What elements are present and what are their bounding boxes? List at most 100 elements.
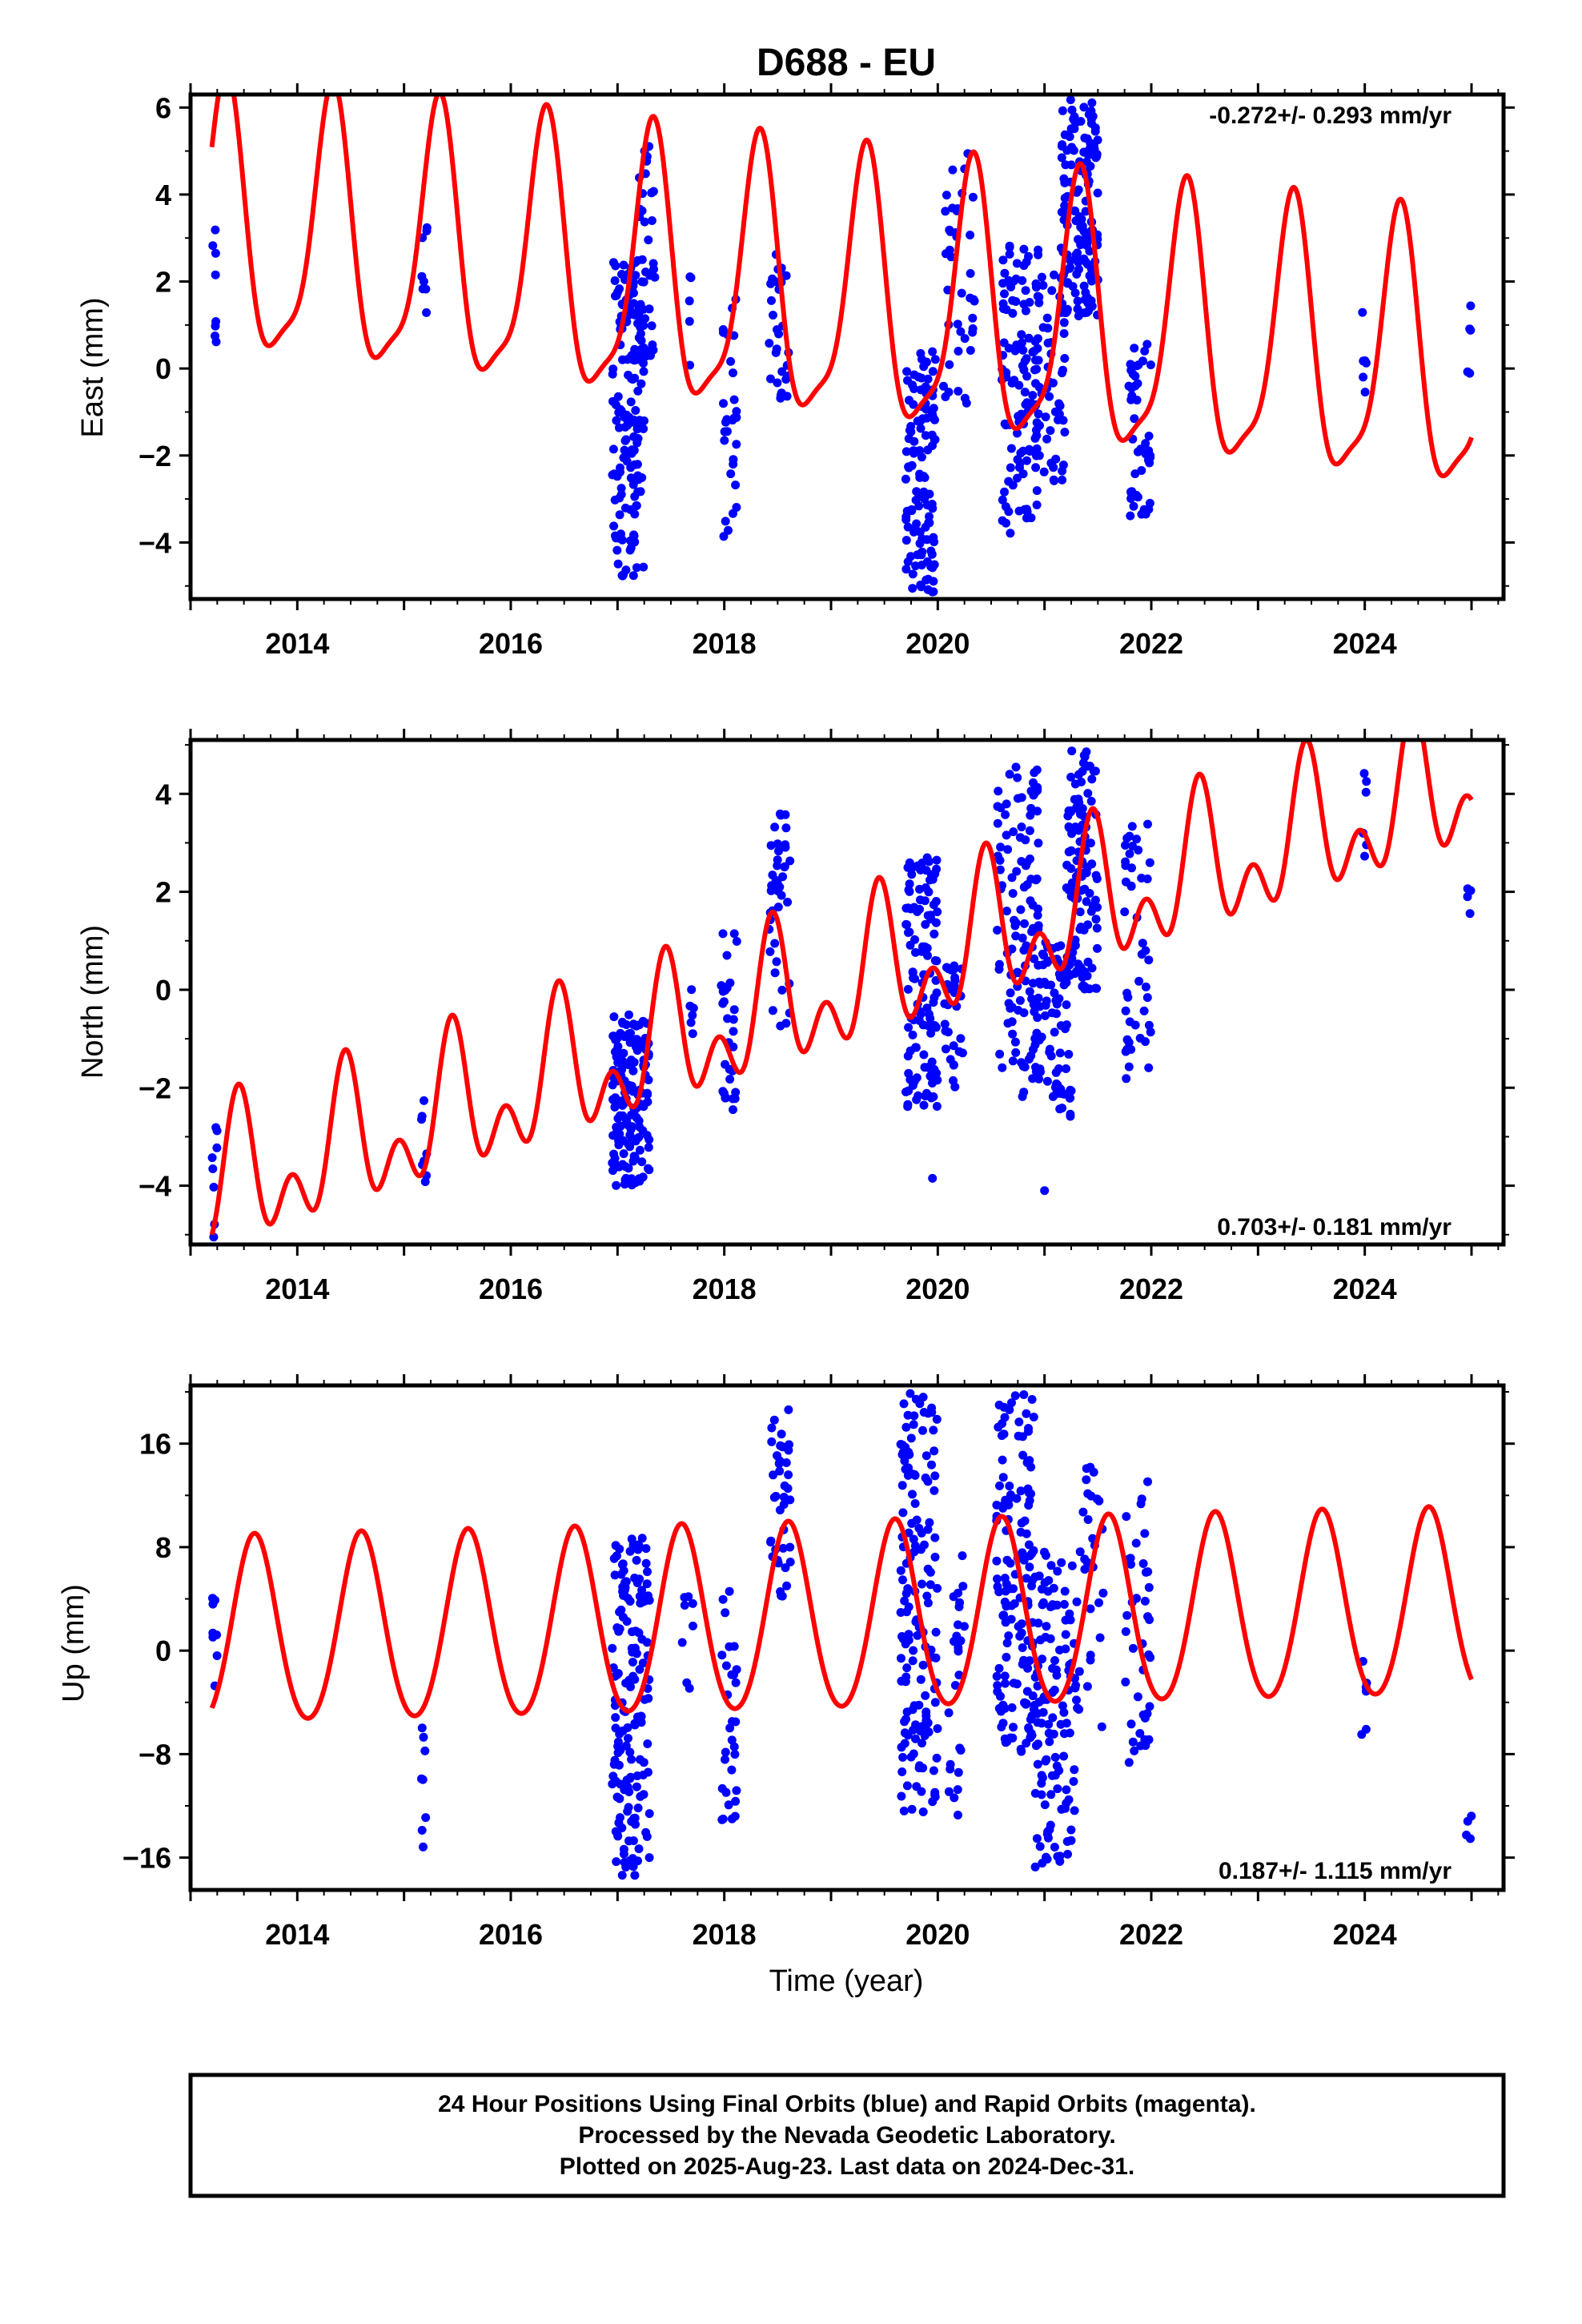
east-data-point (1034, 250, 1043, 259)
east-data-point (731, 480, 741, 490)
north-data-point (901, 919, 911, 929)
east-data-point (1086, 139, 1095, 148)
east-data-point (1091, 153, 1101, 163)
up-data-point (721, 1661, 731, 1671)
north-data-point (1017, 793, 1026, 802)
north-data-point (612, 1180, 621, 1190)
east-ytick-label: −2 (139, 440, 171, 472)
up-data-point (1006, 1733, 1015, 1743)
up-data-point (632, 1771, 642, 1780)
east-data-point (1124, 381, 1134, 391)
north-data-point (1463, 884, 1472, 894)
up-data-point (930, 1446, 939, 1456)
north-data-point (1042, 958, 1052, 967)
east-data-point (1073, 296, 1082, 306)
up-data-point (1074, 1667, 1084, 1676)
up-data-point (909, 1547, 919, 1557)
up-data-point (1002, 1638, 1012, 1648)
north-data-point (1146, 1027, 1155, 1037)
east-data-point (613, 392, 623, 401)
north-data-point (772, 957, 781, 967)
up-data-point (908, 1490, 917, 1499)
up-data-point (732, 1786, 741, 1795)
north-data-point (644, 1135, 654, 1144)
north-data-point (1139, 1006, 1149, 1015)
north-data-point (608, 1131, 618, 1140)
east-data-point (616, 463, 624, 472)
up-data-point (1097, 1722, 1106, 1731)
up-data-point (1027, 1581, 1036, 1590)
east-data-point (608, 364, 618, 374)
north-data-point (921, 919, 930, 929)
north-data-point (1134, 976, 1144, 986)
north-data-point (903, 1100, 913, 1109)
north-data-point (613, 1099, 623, 1108)
chart-title: D688 - EU (757, 42, 936, 84)
north-data-point (729, 1105, 737, 1115)
up-data-point (636, 1755, 644, 1764)
east-data-point (1050, 270, 1058, 279)
up-data-point (628, 1854, 637, 1864)
north-data-point (1025, 826, 1034, 835)
up-data-point (919, 1408, 929, 1417)
up-rate: 0.187+/- 1.115 mm/yr (1219, 1858, 1452, 1884)
up-data-point (613, 1669, 623, 1679)
up-data-point (634, 1844, 644, 1854)
east-data-point (1358, 308, 1367, 317)
east-data-point (620, 445, 629, 455)
up-data-point (782, 1581, 792, 1590)
north-data-point (688, 1011, 697, 1020)
east-data-point (211, 248, 220, 258)
north-data-point (1020, 919, 1029, 928)
east-data-point (1031, 283, 1041, 292)
up-data-point (208, 1599, 218, 1609)
east-data-point (1000, 268, 1010, 278)
east-data-point (629, 530, 638, 540)
east-data-point (968, 192, 978, 202)
up-data-point (1075, 1547, 1085, 1557)
up-data-point (630, 1719, 640, 1728)
up-data-point (1467, 1811, 1476, 1821)
north-data-point (1002, 799, 1011, 809)
up-data-point (920, 1731, 930, 1740)
up-data-point (1082, 1475, 1091, 1485)
up-data-point (627, 1817, 636, 1826)
up-data-point (1122, 1610, 1132, 1620)
up-data-point (1098, 1588, 1108, 1598)
north-data-point (908, 1030, 917, 1039)
north-data-point (1038, 949, 1047, 959)
east-data-point (1079, 281, 1089, 291)
up-data-point (1037, 1779, 1046, 1788)
north-data-point (1359, 769, 1369, 778)
east-data-point (930, 355, 940, 364)
up-data-point (1130, 1746, 1139, 1755)
north-data-point (1087, 774, 1097, 784)
north-data-point (621, 1020, 631, 1029)
north-data-point (1067, 746, 1077, 756)
north-ytick-label: 4 (155, 778, 171, 810)
up-data-point (949, 1592, 958, 1602)
footer-frame (188, 2073, 1506, 2198)
east-data-point (1126, 511, 1135, 521)
north-data-point (609, 1012, 619, 1022)
north-data-point (1082, 897, 1091, 907)
east-data-point (721, 417, 730, 427)
up-data-point (992, 1556, 1002, 1566)
east-data-point (1042, 313, 1052, 323)
up-data-point (779, 1493, 789, 1502)
up-data-point (896, 1566, 905, 1575)
north-data-point (212, 1143, 222, 1152)
north-data-point (1032, 875, 1042, 883)
up-data-point (953, 1785, 962, 1795)
north-data-point (1362, 777, 1371, 786)
north-data-point (1028, 923, 1038, 933)
north-data-point (994, 786, 1003, 796)
up-data-point (1033, 1759, 1042, 1769)
up-data-point (956, 1746, 966, 1755)
east-data-point (1059, 318, 1069, 328)
east-data-point (916, 385, 926, 395)
north-data-point (1042, 1076, 1052, 1086)
east-data-point (1090, 127, 1100, 136)
up-data-point (717, 1815, 727, 1824)
